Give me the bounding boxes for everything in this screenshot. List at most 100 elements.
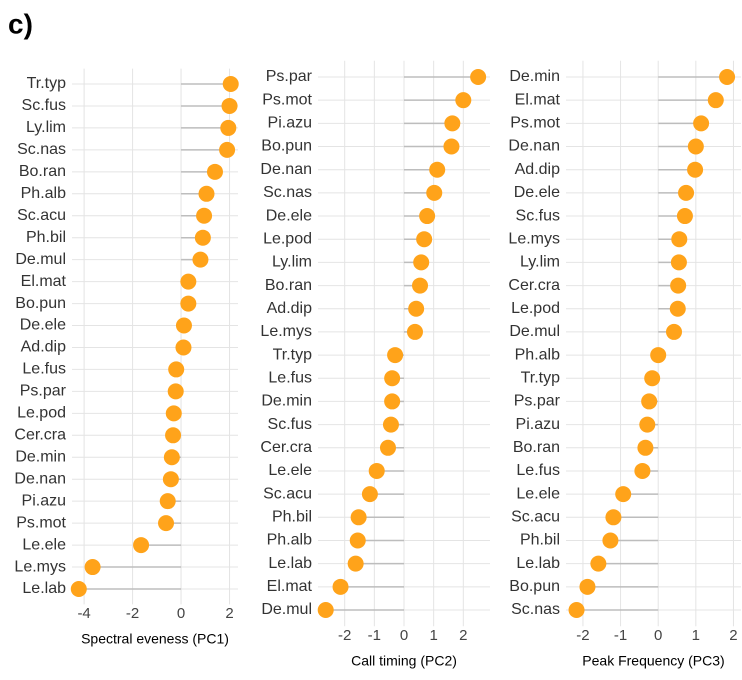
y-tick-label: Le.mys bbox=[14, 558, 66, 575]
x-axis-label: Call timing (PC2) bbox=[351, 653, 457, 669]
y-tick-label: Bo.ran bbox=[513, 439, 560, 456]
y-tick-label: Sc.nas bbox=[17, 141, 66, 158]
x-tick-label: -2 bbox=[338, 627, 351, 644]
dot bbox=[162, 471, 179, 488]
dot bbox=[412, 277, 429, 294]
y-tick-label: Le.mys bbox=[508, 230, 560, 247]
x-tick-label: -2 bbox=[576, 627, 589, 644]
x-tick-label: 0 bbox=[177, 605, 185, 622]
y-tick-label: Ly.lim bbox=[520, 254, 560, 271]
dot bbox=[192, 251, 209, 268]
x-axis-label: Peak Frequency (PC3) bbox=[582, 653, 724, 669]
dot bbox=[222, 76, 239, 92]
dot bbox=[368, 462, 385, 479]
y-tick-label: Sc.acu bbox=[263, 485, 312, 502]
y-tick-label: El.mat bbox=[267, 578, 313, 595]
dot bbox=[615, 486, 632, 503]
dot bbox=[70, 581, 87, 597]
y-tick-label: Sc.acu bbox=[17, 207, 66, 224]
dot bbox=[693, 115, 710, 132]
dot bbox=[416, 231, 433, 248]
dot bbox=[413, 254, 430, 271]
dot bbox=[671, 231, 688, 248]
dot bbox=[379, 439, 396, 456]
y-tick-label: Tr.typ bbox=[27, 75, 67, 92]
x-tick-label: -1 bbox=[614, 627, 627, 644]
y-tick-label: De.min bbox=[15, 448, 66, 465]
dot bbox=[568, 602, 585, 618]
x-tick-label: 0 bbox=[400, 627, 408, 644]
x-tick-label: 2 bbox=[729, 627, 737, 644]
dot bbox=[707, 92, 724, 109]
dot bbox=[455, 92, 472, 109]
dot bbox=[666, 323, 683, 340]
y-tick-label: Bo.pun bbox=[15, 295, 66, 312]
dot bbox=[644, 370, 661, 387]
dot bbox=[387, 347, 404, 364]
dot bbox=[167, 383, 184, 400]
y-tick-label: Pi.azu bbox=[22, 492, 66, 509]
dot bbox=[634, 462, 651, 479]
dot bbox=[347, 555, 364, 572]
dot bbox=[361, 486, 378, 503]
y-tick-label: Ps.par bbox=[20, 383, 67, 400]
dot bbox=[637, 439, 654, 456]
y-tick-label: De.nan bbox=[260, 161, 312, 178]
y-tick-label: Cer.cra bbox=[14, 427, 66, 444]
dot bbox=[429, 161, 446, 178]
dot bbox=[219, 141, 236, 158]
dot bbox=[175, 339, 192, 356]
dot bbox=[221, 97, 238, 114]
dot bbox=[350, 509, 367, 526]
y-tick-label: Bo.ran bbox=[265, 277, 312, 294]
dot bbox=[180, 273, 197, 290]
y-tick-label: Le.ele bbox=[268, 462, 312, 479]
y-tick-label: Ly.lim bbox=[26, 119, 66, 136]
y-tick-label: Pi.azu bbox=[268, 115, 312, 132]
y-tick-label: De.mul bbox=[15, 251, 66, 268]
dot bbox=[198, 185, 215, 202]
dot bbox=[687, 161, 704, 178]
y-tick-label: De.ele bbox=[20, 317, 66, 334]
y-tick-label: Le.mys bbox=[260, 323, 312, 340]
dot bbox=[384, 370, 401, 387]
y-tick-label: Sc.nas bbox=[263, 184, 312, 201]
dot bbox=[590, 555, 607, 572]
y-tick-label: Ad.dip bbox=[21, 339, 66, 356]
y-tick-label: Ps.par bbox=[514, 393, 561, 410]
y-tick-label: Bo.pun bbox=[261, 138, 312, 155]
y-tick-label: Ph.bil bbox=[520, 532, 560, 549]
dot bbox=[443, 138, 460, 155]
y-tick-label: Ad.dip bbox=[515, 161, 560, 178]
y-tick-label: Ps.mot bbox=[262, 91, 312, 108]
dot bbox=[196, 207, 213, 224]
dot bbox=[317, 602, 334, 618]
y-tick-label: Ad.dip bbox=[267, 300, 312, 317]
dot bbox=[406, 323, 423, 340]
dot bbox=[194, 229, 211, 246]
dot bbox=[159, 493, 176, 510]
y-tick-label: Le.lab bbox=[22, 580, 66, 597]
dot bbox=[168, 361, 185, 378]
y-tick-label: Le.fus bbox=[268, 369, 312, 386]
x-tick-label: 0 bbox=[654, 627, 662, 644]
dot bbox=[670, 254, 687, 271]
y-tick-label: Ps.mot bbox=[16, 514, 66, 531]
y-tick-label: De.ele bbox=[514, 184, 560, 201]
dot bbox=[719, 69, 736, 85]
y-tick-label: Le.lab bbox=[268, 555, 312, 572]
dot bbox=[220, 119, 237, 136]
dot bbox=[332, 578, 349, 595]
y-tick-label: Le.pod bbox=[511, 300, 560, 317]
dot bbox=[670, 277, 687, 294]
y-tick-label: Sc.fus bbox=[268, 416, 312, 433]
y-tick-label: Ph.bil bbox=[272, 509, 312, 526]
y-tick-label: Tr.typ bbox=[273, 346, 313, 363]
y-tick-label: Sc.nas bbox=[511, 601, 560, 618]
dot bbox=[602, 532, 619, 549]
x-axis-label: Spectral eveness (PC1) bbox=[81, 631, 229, 647]
y-tick-label: Sc.fus bbox=[22, 97, 66, 114]
y-tick-label: Le.ele bbox=[516, 485, 560, 502]
y-tick-label: De.nan bbox=[14, 470, 66, 487]
x-tick-label: 1 bbox=[429, 627, 437, 644]
